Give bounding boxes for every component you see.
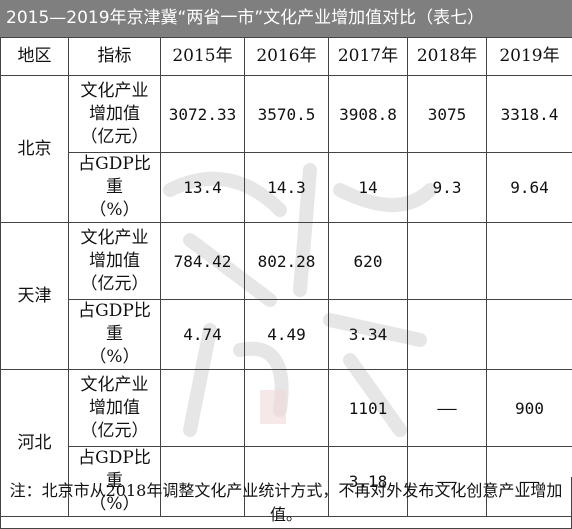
value-cell [486, 299, 572, 370]
indicator-line: 占GDP比重 [78, 448, 151, 491]
indicator-line: 占GDP比重 [78, 301, 151, 344]
value-cell [244, 446, 329, 517]
header-cell: 指标 [68, 37, 161, 76]
value-cell: 1101 [328, 369, 408, 447]
indicator-line: （亿元） [80, 273, 149, 294]
indicator-line: 文化产业 [80, 374, 149, 395]
value-cell: 4.74 [160, 299, 245, 370]
table-row: 占GDP比重 （%） 13.4 14.3 14 9.3 9.64 [1, 152, 572, 223]
value-cell: 900 [486, 369, 572, 447]
header-cell: 2017年 [328, 37, 408, 76]
value-cell: 14 [328, 152, 408, 223]
header-row: 地区 指标 2015年 2016年 2017年 2018年 2019年 [0, 37, 572, 76]
value-cell: 784.42 [160, 222, 245, 300]
header-cell: 2019年 [486, 37, 572, 76]
value-cell: 9.64 [486, 152, 572, 223]
indicator-line: （亿元） [80, 420, 149, 441]
value-cell: 3072.33 [160, 75, 245, 153]
value-cell: 14.3 [244, 152, 329, 223]
indicator-cell: 占GDP比重 （%） [68, 299, 161, 370]
indicator-cell: 文化产业 增加值 （亿元） [68, 222, 161, 300]
value-cell [407, 222, 487, 300]
header-cell: 地区 [0, 37, 69, 76]
table-row: 占GDP比重 （%） 4.74 4.49 3.34 [1, 299, 572, 370]
region-cell: 天津 [0, 222, 69, 370]
indicator-line: （%） [89, 200, 140, 220]
value-cell: —— [407, 446, 487, 517]
value-cell: 13.4 [160, 152, 245, 223]
indicator-cell: 文化产业 增加值 （亿元） [68, 369, 161, 447]
value-cell: 3570.5 [244, 75, 329, 153]
indicator-line: 增加值 [89, 397, 140, 418]
indicator-line: 增加值 [89, 250, 140, 271]
header-cell: 2018年 [407, 37, 487, 76]
region-cell: 河北 [0, 369, 69, 517]
value-cell [486, 222, 572, 300]
value-cell [160, 446, 245, 517]
value-cell [160, 369, 245, 447]
indicator-cell: 占GDP比重 （%） [68, 152, 161, 223]
data-table: 地区 指标 2015年 2016年 2017年 2018年 2019年 北京 文化… [0, 37, 572, 517]
value-cell: —— [407, 369, 487, 447]
value-cell: 3.18 [328, 446, 408, 517]
value-cell [244, 369, 329, 447]
indicator-line: 占GDP比重 [78, 154, 151, 197]
value-cell: 620 [328, 222, 408, 300]
value-cell: 802.28 [244, 222, 329, 300]
indicator-line: （%） [89, 494, 140, 514]
value-cell: —— [486, 446, 572, 517]
value-cell: 3075 [407, 75, 487, 153]
value-cell: 9.3 [407, 152, 487, 223]
header-cell: 2015年 [160, 37, 245, 76]
table-row: 河北 文化产业 增加值 （亿元） 1101 —— 900 [0, 369, 572, 517]
value-cell [407, 299, 487, 370]
region-cell: 北京 [0, 75, 69, 223]
value-cell: 3908.8 [328, 75, 408, 153]
table-title: 2015—2019年京津冀“两省一市”文化产业增加值对比（表七） [0, 0, 572, 37]
value-cell: 3318.4 [486, 75, 572, 153]
value-cell: 4.49 [244, 299, 329, 370]
indicator-line: 文化产业 [80, 227, 149, 248]
table-row: 北京 文化产业 增加值 （亿元） 3072.33 3570.5 3908.8 3075 3318… [0, 75, 572, 223]
indicator-cell: 文化产业 增加值 （亿元） [68, 75, 161, 153]
value-cell: 3.34 [328, 299, 408, 370]
table-row: 占GDP比重 （%） 3.18 —— —— [1, 446, 572, 517]
indicator-line: 文化产业 [80, 80, 149, 101]
header-cell: 2016年 [244, 37, 329, 76]
footnote: 注：北京市从2018年调整文化产业统计方式，不再对外发布文化创意产业增加值。 [0, 477, 572, 529]
indicator-line: （亿元） [80, 126, 149, 147]
indicator-line: 增加值 [89, 103, 140, 124]
indicator-line: （%） [89, 347, 140, 367]
table-row: 天津 文化产业 增加值 （亿元） 784.42 802.28 620 [0, 222, 572, 370]
